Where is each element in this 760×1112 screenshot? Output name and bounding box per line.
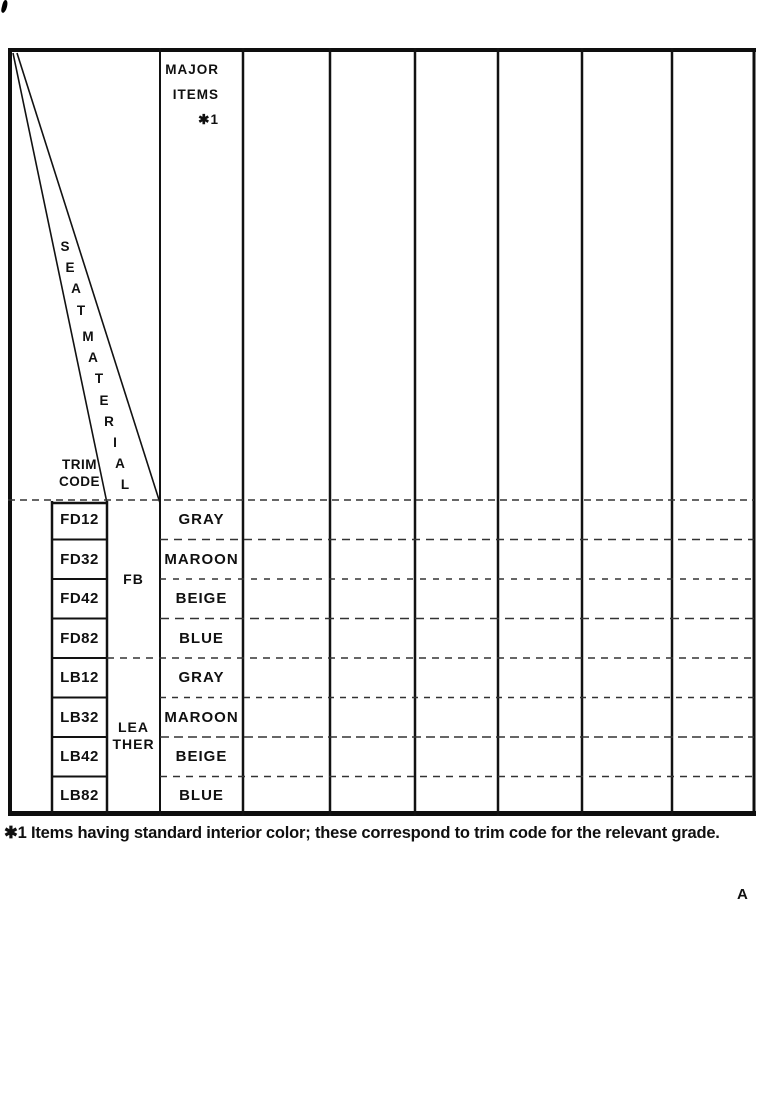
material-label-line2: THER <box>112 736 155 752</box>
trim-code-cell: LB12 <box>60 669 99 687</box>
diagonal-letter: R <box>104 414 114 429</box>
diagonal-letter: I <box>113 435 117 450</box>
diagonal-letter: M <box>82 329 94 344</box>
diagonal-letter: A <box>88 350 98 365</box>
interior-color-cell: MAROON <box>164 550 239 568</box>
diagonal-letter: S <box>60 239 70 254</box>
trim-code-header: TRIM CODE <box>52 456 107 490</box>
diagonal-letter: A <box>71 281 81 296</box>
page-index-letter: A <box>737 886 748 903</box>
material-cell-fb: FB <box>107 500 160 658</box>
interior-color-cell: BEIGE <box>175 748 228 766</box>
material-label-line1: LEA <box>118 719 149 735</box>
trim-code-cell: LB82 <box>60 786 99 804</box>
major-items-line1: MAJOR <box>165 62 219 77</box>
trim-code-cell: FD42 <box>60 590 99 608</box>
interior-color-cell: BLUE <box>179 786 224 804</box>
footnote-ref-mark: ✱1 <box>198 112 219 127</box>
interior-color-cell: MAROON <box>164 708 239 726</box>
trim-code-cell: LB32 <box>60 708 99 726</box>
trim-code-cell: FD12 <box>60 511 99 529</box>
interior-color-cell: GRAY <box>178 511 225 529</box>
major-items-header: MAJOR ITEMS ✱1 <box>160 57 219 132</box>
material-label-line1: FB <box>123 570 144 587</box>
diagonal-letter: T <box>76 303 86 318</box>
interior-color-cell: BLUE <box>179 629 224 647</box>
trim-code-cell: LB42 <box>60 748 99 766</box>
footnote: ✱1 Items having standard interior color;… <box>4 824 720 842</box>
trim-code-table: MAJOR ITEMS ✱1 S E A T M A T E R I A L T… <box>8 48 756 816</box>
table-grid-lines <box>8 48 756 816</box>
interior-color-cell: GRAY <box>178 669 225 687</box>
material-cell-leather: LEA THER <box>107 658 160 814</box>
trim-code-header-line1: TRIM <box>62 457 97 472</box>
diagonal-letter: T <box>94 371 104 386</box>
diagonal-letter: E <box>99 393 109 408</box>
diagonal-letter: L <box>120 477 130 492</box>
interior-color-cell: BEIGE <box>175 590 228 608</box>
diagonal-letter: A <box>115 456 125 471</box>
major-items-line2: ITEMS <box>172 87 219 102</box>
trim-code-header-line2: CODE <box>58 474 100 489</box>
scan-artifact-mark <box>0 0 9 14</box>
trim-code-cell: FD82 <box>60 629 99 647</box>
diagonal-letter: E <box>65 260 75 275</box>
trim-code-cell: FD32 <box>60 550 99 568</box>
